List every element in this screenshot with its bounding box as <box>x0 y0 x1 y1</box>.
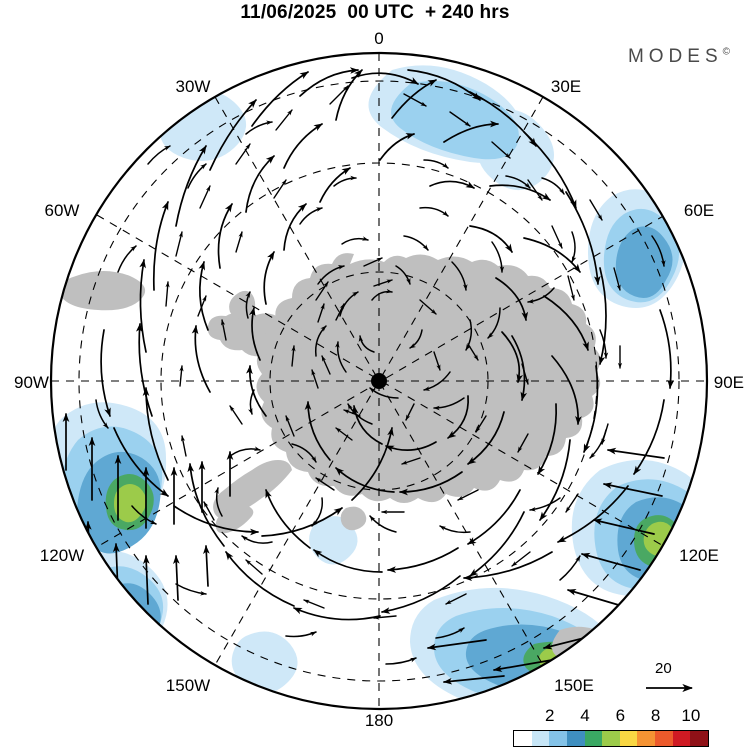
colorbar-segment-2 <box>549 731 567 746</box>
colorbar-segment-10 <box>690 731 709 746</box>
meridian-60e-120w <box>96 214 666 548</box>
colorbar-tick-8: 8 <box>650 706 661 725</box>
colorbar-segment-7 <box>637 731 656 746</box>
globe-outline <box>49 51 709 711</box>
colorbar-segment-3 <box>566 731 585 746</box>
longitude-labels: 0 30E 60E 90E 120E 150E 180 150W 120W 90W 60W 30W <box>14 29 744 730</box>
longitude-label-60e: 60E <box>684 201 714 220</box>
south-pole-marker <box>371 373 387 389</box>
longitude-label-150e: 150E <box>554 676 594 695</box>
longitude-label-120e: 120E <box>679 546 719 565</box>
meridian-60w-120e <box>96 214 666 548</box>
vector-scale-label: 20 <box>655 660 672 677</box>
longitude-label-0: 0 <box>374 29 383 48</box>
colorbar-segment-6 <box>619 731 638 746</box>
chart-title: 11/06/2025 00 UTC + 240 hrs <box>240 2 510 23</box>
longitude-label-150w: 150W <box>166 676 210 695</box>
longitude-label-90e: 90E <box>714 373 744 392</box>
meridian-30w-150e <box>214 96 544 666</box>
latitude-circle-20s <box>78 80 680 682</box>
longitude-label-60w: 60W <box>45 201 80 220</box>
longitude-label-90w: 90W <box>14 373 49 392</box>
colorbar-tick-10: 10 <box>681 706 701 725</box>
copyright-icon: © <box>722 46 730 58</box>
colorbar-segment-9 <box>672 731 691 746</box>
colorbar-tick-4: 4 <box>580 706 590 725</box>
meridian-30e-150w <box>214 96 544 666</box>
colorbar <box>513 730 709 747</box>
colorbar-segment-0 <box>514 731 532 746</box>
colorbar-segment-4 <box>584 731 603 746</box>
globe-contents <box>51 53 707 709</box>
longitude-label-180: 180 <box>365 711 393 730</box>
modes-logo: MODES© <box>628 46 730 68</box>
colorbar-segment-8 <box>655 731 673 746</box>
colorbar-tick-2: 2 <box>545 706 555 725</box>
longitude-label-30e: 30E <box>551 77 581 96</box>
colorbar-segment-1 <box>531 731 550 746</box>
colorbar-segment-5 <box>602 731 620 746</box>
colorbar-tick-6: 6 <box>615 706 626 725</box>
longitude-label-120w: 120W <box>40 546 84 565</box>
wind-vector-field <box>62 67 675 685</box>
vector-scale-arrow <box>646 683 694 693</box>
brand-text: MODES <box>627 46 723 67</box>
longitude-label-30w: 30W <box>176 77 211 96</box>
